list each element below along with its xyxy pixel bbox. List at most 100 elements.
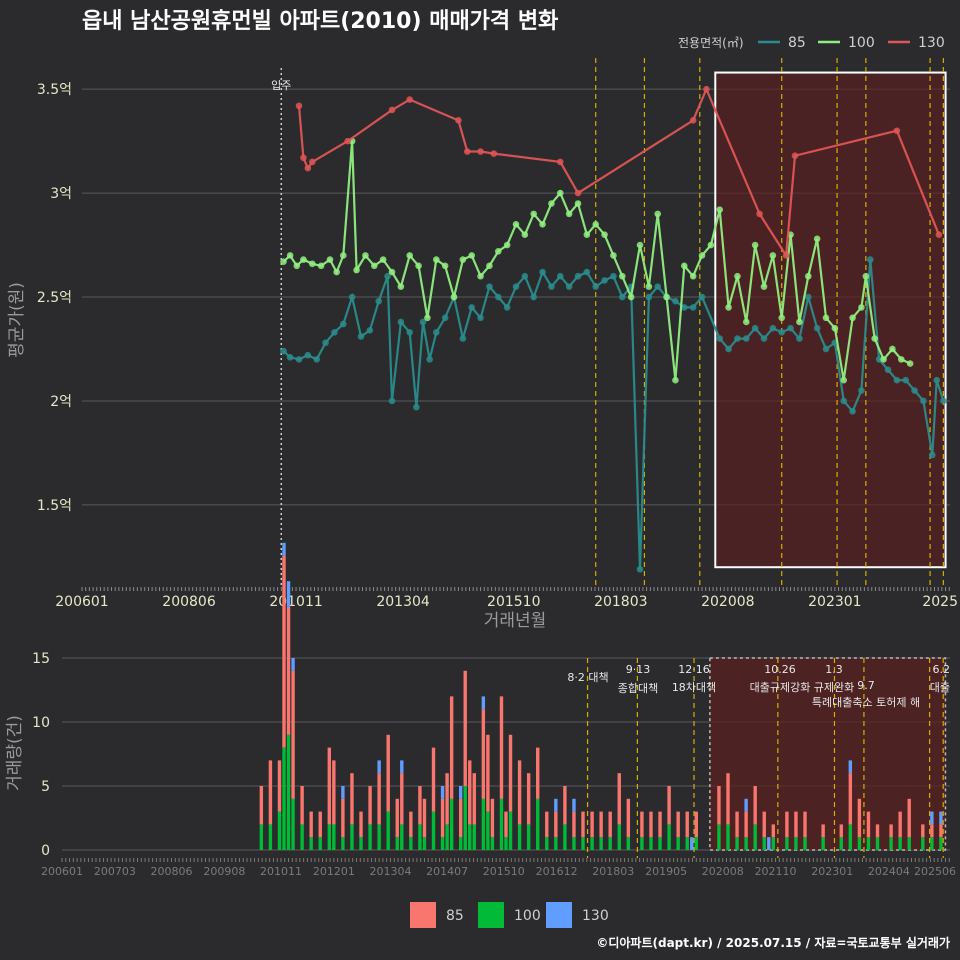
volume-bar-85: [504, 811, 508, 838]
volume-bar-85: [409, 811, 413, 838]
data-point-100: [813, 235, 821, 243]
data-point-130: [388, 106, 396, 114]
data-point-100: [663, 293, 670, 301]
volume-bar-85: [599, 811, 603, 838]
volume-bar-85: [526, 773, 531, 825]
volume-y-ticks: 0 5 10 15: [32, 651, 50, 859]
data-point-85: [734, 335, 741, 342]
data-point-130: [308, 158, 316, 166]
volume-x-tick-label: 202506: [914, 865, 956, 878]
data-point-85: [426, 356, 433, 363]
main-x-tick-label: 200601: [55, 594, 108, 610]
data-point-100: [897, 356, 905, 363]
volume-x-tick-label: 201304: [369, 865, 411, 878]
bottom-legend-swatch-85: [410, 902, 436, 928]
volume-bar-100: [685, 837, 689, 850]
volume-bar-100: [458, 837, 463, 850]
volume-bar-100: [318, 837, 322, 850]
data-point-100: [592, 220, 600, 228]
data-point-100: [698, 252, 706, 259]
policy-annotation-label: 1.3: [825, 663, 843, 676]
volume-bar-85: [821, 824, 825, 838]
data-point-130: [782, 252, 790, 259]
volume-bar-100: [350, 824, 354, 850]
volume-bar-100: [930, 837, 934, 850]
data-point-100: [889, 345, 896, 353]
data-point-85: [503, 304, 511, 311]
data-point-85: [928, 451, 936, 459]
volume-bar-85: [490, 798, 495, 838]
main-series: [280, 85, 947, 573]
volume-bar-85: [332, 760, 336, 825]
data-point-85: [384, 272, 391, 280]
volume-bar-85: [545, 811, 549, 838]
chart-title: 읍내 남산공원휴먼빌 아파트(2010) 매매가격 변화: [82, 9, 558, 34]
volume-bar-85: [536, 747, 540, 799]
data-point-85: [840, 397, 848, 405]
bottom-legend-label-100: 100: [514, 908, 541, 924]
volume-bar-85: [499, 696, 504, 799]
volume-bar-85: [259, 786, 264, 825]
data-point-130: [574, 189, 582, 197]
data-point-130: [556, 158, 564, 166]
volume-bar-85: [300, 786, 304, 825]
data-point-100: [804, 272, 812, 280]
data-point-85: [672, 297, 679, 305]
volume-bar-85: [726, 773, 730, 825]
volume-bar-85: [717, 786, 721, 825]
volume-bar-100: [359, 837, 363, 850]
volume-bar-100: [282, 747, 286, 850]
policy-annotation-sublabel: 대출규제강화: [750, 681, 811, 694]
volume-bar-85: [921, 824, 925, 838]
data-point-100: [370, 262, 378, 270]
volume-bar-85: [762, 811, 766, 838]
volume-bar-100: [921, 837, 925, 850]
data-point-100: [645, 283, 653, 290]
volume-bar-130: [341, 786, 345, 799]
data-point-130: [490, 150, 498, 157]
volume-bar-85: [422, 798, 427, 838]
volume-bar-85: [640, 811, 644, 838]
volume-bar-130: [481, 696, 486, 710]
data-point-85: [357, 333, 365, 340]
data-point-100: [725, 304, 732, 311]
volume-bar-85: [581, 811, 585, 838]
main-y-tick-label: 3억: [50, 186, 72, 202]
data-point-100: [610, 252, 617, 259]
data-point-100: [796, 318, 803, 326]
policy-annotation-label: 6.2: [933, 663, 951, 676]
volume-bar-85: [458, 798, 463, 838]
volume-bar-100: [626, 837, 631, 850]
volume-bar-100: [717, 824, 721, 850]
bottom-legend-swatch-130: [546, 902, 572, 928]
volume-x-tick-label: 201803: [592, 865, 634, 878]
data-point-85: [313, 356, 321, 363]
volume-bar-100: [291, 798, 295, 850]
volume-bar-85: [400, 773, 404, 825]
main-y-tick-label: 3.5억: [37, 82, 72, 98]
volume-bar-85: [563, 786, 567, 825]
data-point-100: [734, 272, 741, 280]
data-point-100: [503, 241, 511, 249]
data-point-85: [940, 397, 947, 405]
volume-bar-85: [327, 747, 332, 825]
volume-bar-85: [649, 811, 653, 838]
volume-bar-85: [667, 786, 671, 825]
data-point-85: [406, 329, 414, 336]
volume-bar-130: [458, 786, 463, 799]
data-point-85: [280, 347, 287, 355]
data-point-85: [592, 283, 600, 290]
volume-bar-85: [907, 798, 911, 838]
data-point-100: [742, 318, 750, 326]
data-point-100: [548, 200, 555, 207]
volume-bar-100: [341, 837, 345, 850]
data-point-100: [362, 252, 369, 259]
volume-bar-130: [939, 811, 943, 825]
data-point-130: [893, 127, 901, 135]
volume-bar-85: [875, 824, 880, 838]
main-x-tick-label: 201510: [487, 594, 540, 610]
data-point-100: [574, 200, 582, 207]
volume-bar-85: [554, 811, 558, 838]
volume-bar-100: [377, 824, 381, 850]
data-point-100: [406, 252, 414, 259]
